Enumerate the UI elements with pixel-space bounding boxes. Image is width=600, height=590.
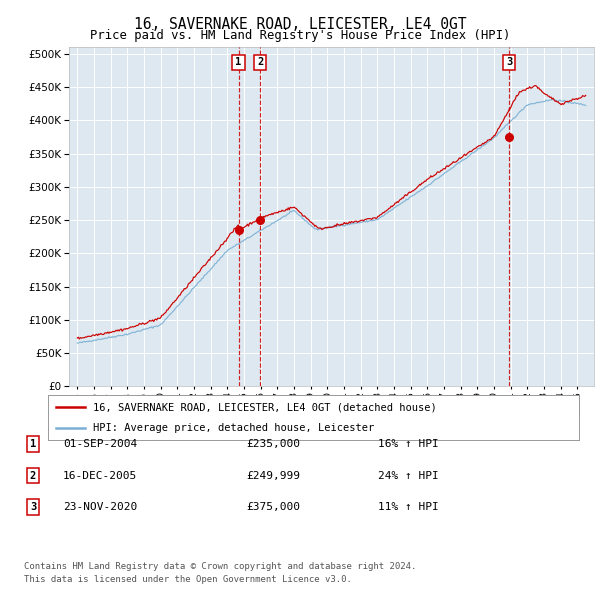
Text: Price paid vs. HM Land Registry's House Price Index (HPI): Price paid vs. HM Land Registry's House …: [90, 30, 510, 42]
Text: £235,000: £235,000: [246, 439, 300, 448]
Text: 1: 1: [235, 57, 242, 67]
Text: 2: 2: [257, 57, 263, 67]
Text: 01-SEP-2004: 01-SEP-2004: [63, 439, 137, 448]
Text: 23-NOV-2020: 23-NOV-2020: [63, 503, 137, 512]
Text: Contains HM Land Registry data © Crown copyright and database right 2024.: Contains HM Land Registry data © Crown c…: [24, 562, 416, 571]
Text: 3: 3: [30, 503, 36, 512]
Text: 3: 3: [506, 57, 512, 67]
Text: 16, SAVERNAKE ROAD, LEICESTER, LE4 0GT (detached house): 16, SAVERNAKE ROAD, LEICESTER, LE4 0GT (…: [93, 402, 437, 412]
Text: 2: 2: [30, 471, 36, 480]
Text: £375,000: £375,000: [246, 503, 300, 512]
Text: £249,999: £249,999: [246, 471, 300, 480]
Text: 1: 1: [30, 439, 36, 448]
Text: 16-DEC-2005: 16-DEC-2005: [63, 471, 137, 480]
Text: 16, SAVERNAKE ROAD, LEICESTER, LE4 0GT: 16, SAVERNAKE ROAD, LEICESTER, LE4 0GT: [134, 17, 466, 31]
Text: 16% ↑ HPI: 16% ↑ HPI: [378, 439, 439, 448]
Text: This data is licensed under the Open Government Licence v3.0.: This data is licensed under the Open Gov…: [24, 575, 352, 584]
Text: 11% ↑ HPI: 11% ↑ HPI: [378, 503, 439, 512]
Text: 24% ↑ HPI: 24% ↑ HPI: [378, 471, 439, 480]
Text: HPI: Average price, detached house, Leicester: HPI: Average price, detached house, Leic…: [93, 422, 374, 432]
